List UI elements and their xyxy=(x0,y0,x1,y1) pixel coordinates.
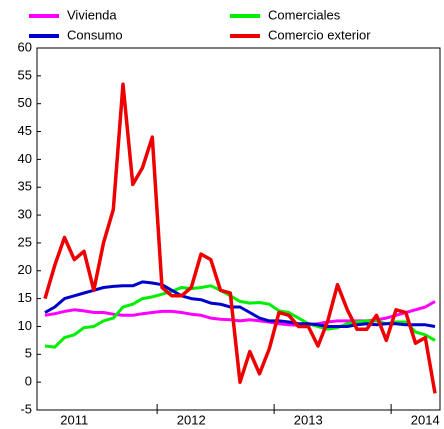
line-series xyxy=(43,82,437,394)
x-tick-label: 2014 xyxy=(411,412,440,427)
x-tick-label: 2011 xyxy=(60,412,88,427)
y-tick-label: 15 xyxy=(18,290,32,305)
x-tick-label: 2012 xyxy=(177,412,206,427)
y-tick-label: 40 xyxy=(18,151,32,166)
y-tick-label: 10 xyxy=(18,318,32,333)
y-tick-label: 5 xyxy=(25,346,32,361)
y-tick-label: 30 xyxy=(18,207,32,222)
legend-label: Vivienda xyxy=(67,7,117,22)
y-tick-label: 45 xyxy=(18,123,32,138)
y-tick-label: 50 xyxy=(18,95,32,110)
y-tick-label: 35 xyxy=(18,179,32,194)
y-tick-label: 20 xyxy=(18,262,32,277)
y-tick-label: 0 xyxy=(25,374,32,389)
y-tick-label: 25 xyxy=(18,234,32,249)
x-tick-label: 2013 xyxy=(294,412,323,427)
plot-frame xyxy=(36,47,441,411)
line-series xyxy=(44,284,436,349)
y-tick-label: 55 xyxy=(18,67,32,82)
legend-label: Comercio exterior xyxy=(268,27,371,42)
y-tick-label: 60 xyxy=(18,39,32,54)
y-tick-label: -5 xyxy=(20,401,32,416)
legend-label: Comerciales xyxy=(268,7,341,22)
legend-label: Consumo xyxy=(67,27,123,42)
